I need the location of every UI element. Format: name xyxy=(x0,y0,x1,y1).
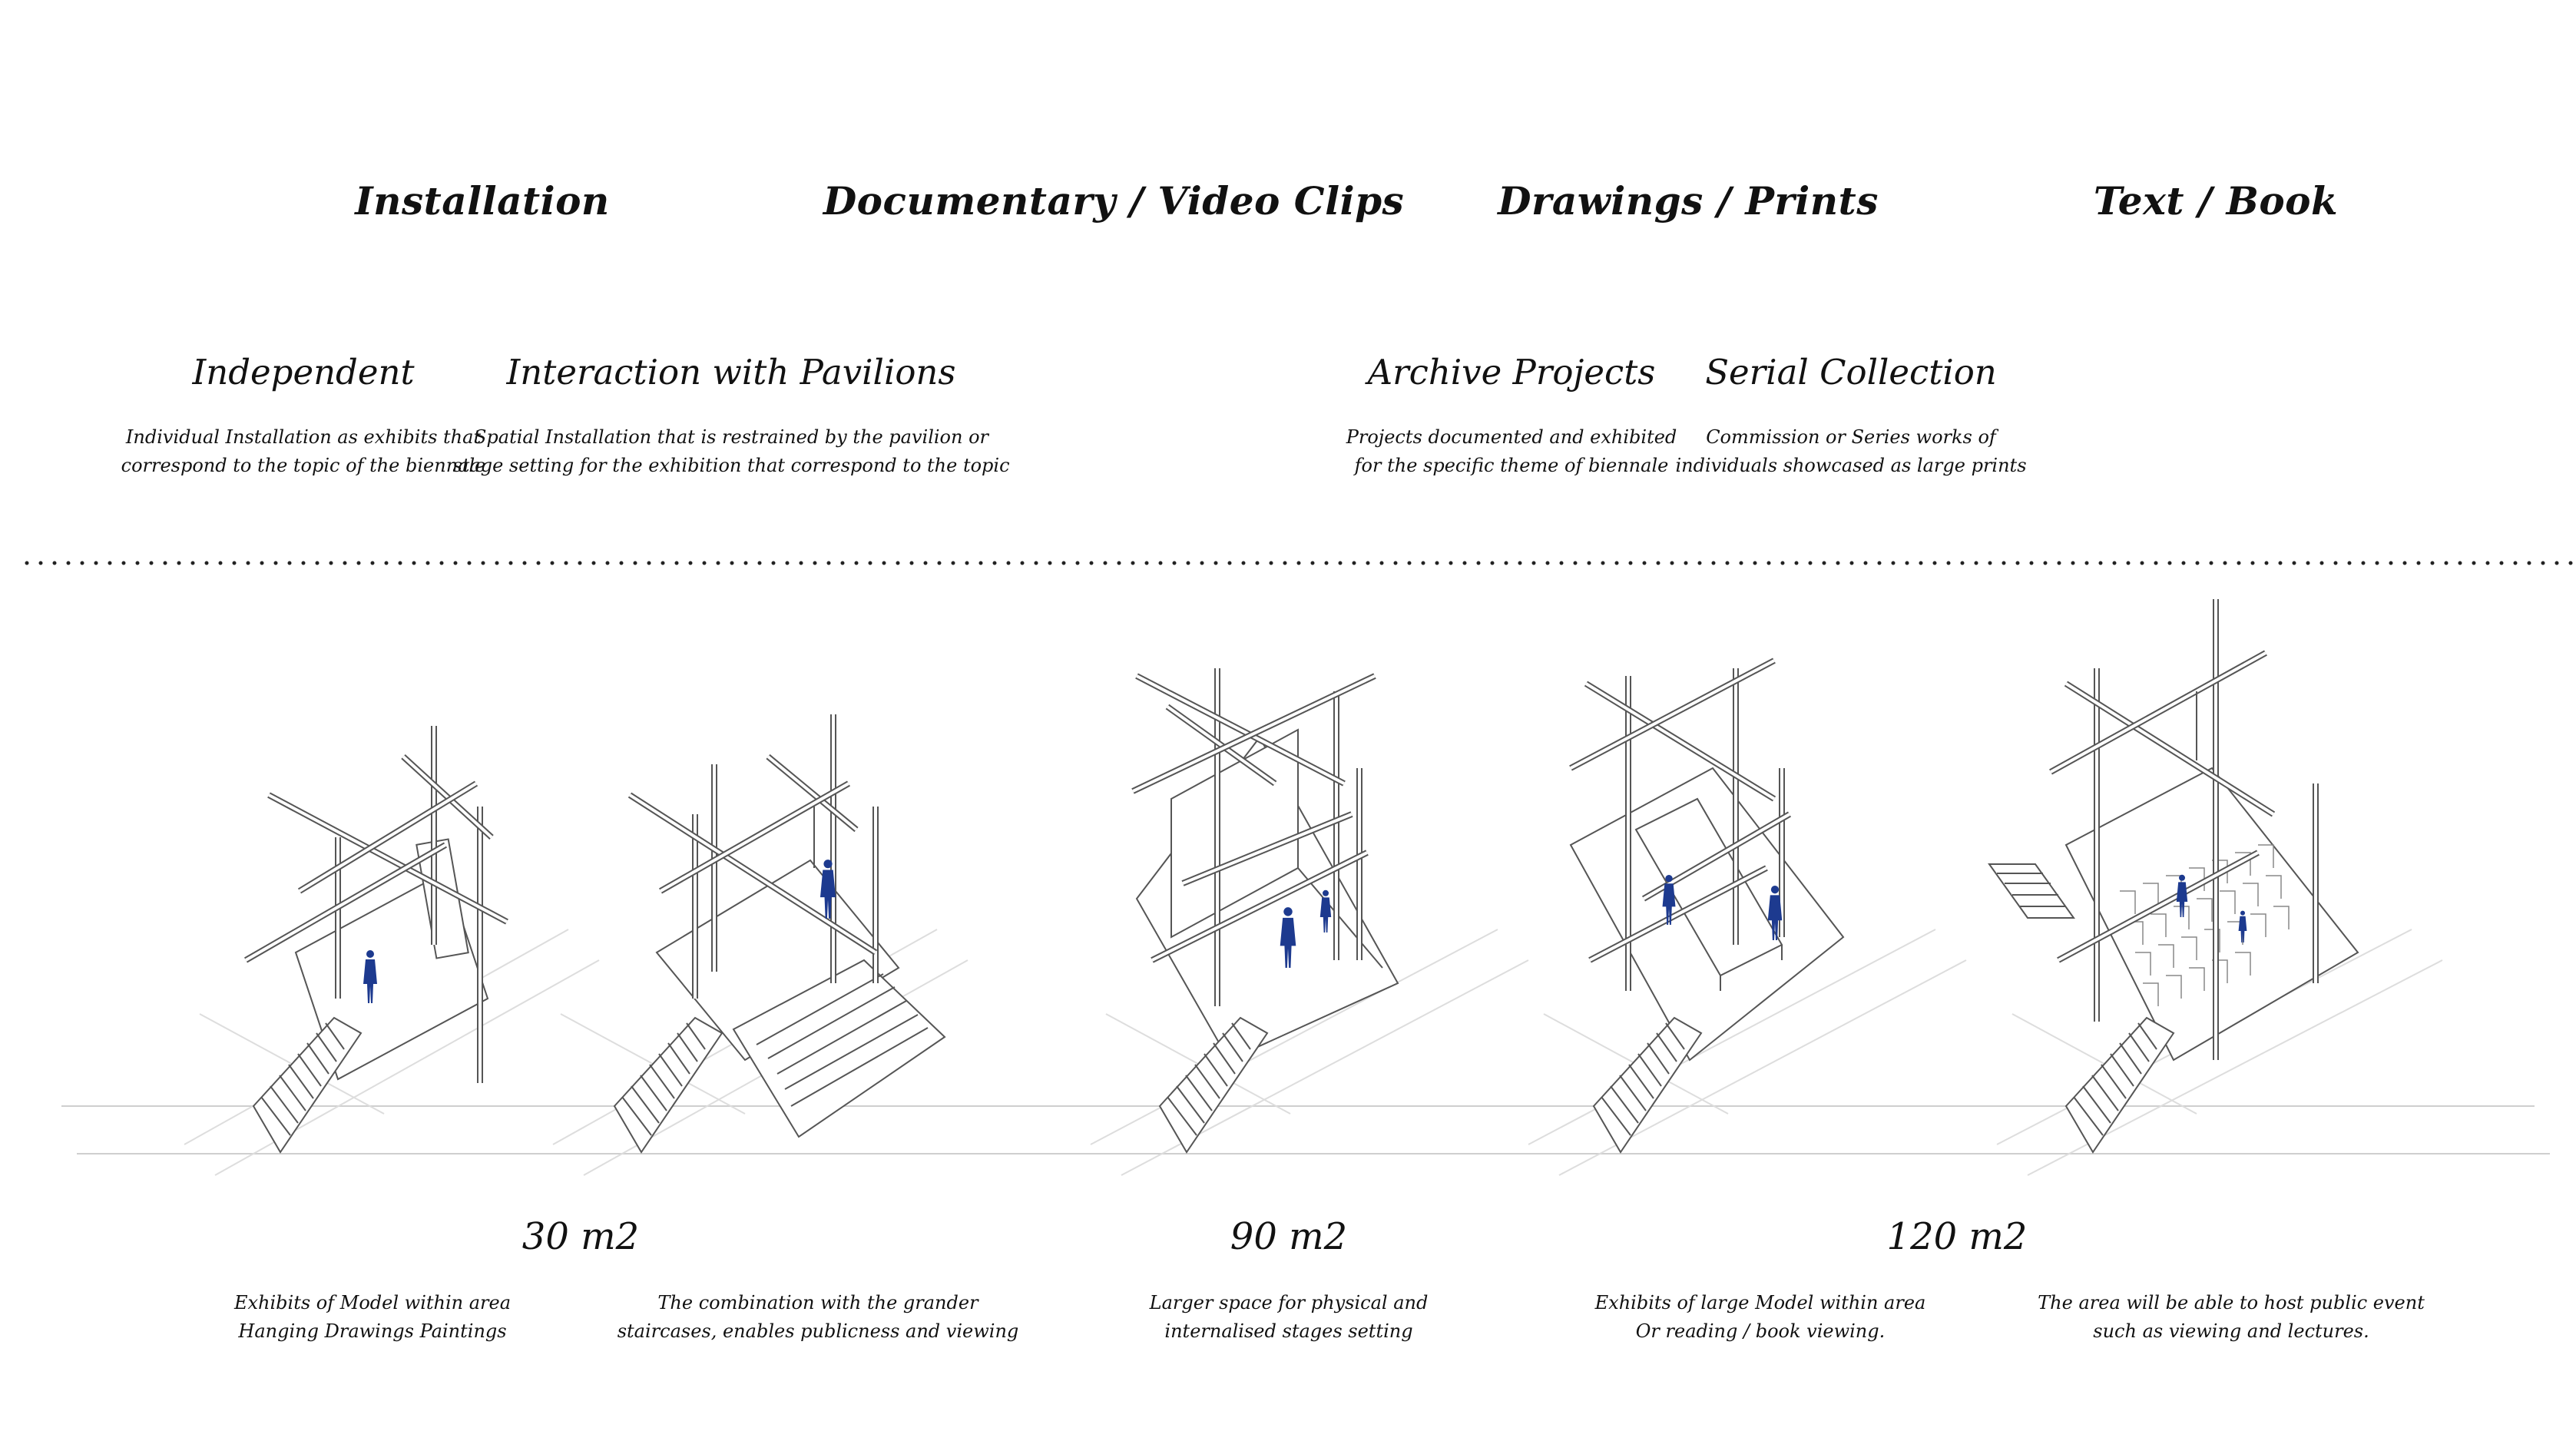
subcategory-archive: Archive Projects xyxy=(1367,352,1656,393)
pavilion-2 xyxy=(552,714,968,1176)
subcategory-independent: Independent xyxy=(192,352,415,393)
pavilion-1 xyxy=(184,726,600,1176)
category-installation: Installation xyxy=(355,178,610,224)
staircase xyxy=(1592,1016,1703,1154)
staircase xyxy=(2064,1016,2175,1154)
side-stair xyxy=(1988,863,2075,919)
pavilion-caption: Exhibits of Model within area Hanging Dra… xyxy=(233,1292,512,1342)
category-drawings: Drawings / Prints xyxy=(1498,178,1879,224)
subcategory-description: Spatial Installation that is restrained … xyxy=(452,426,1010,476)
category-text-book: Text / Book xyxy=(2093,178,2339,224)
area-label: 120 m2 xyxy=(1886,1215,2028,1258)
subcategory-description: Projects documented and exhibited for the… xyxy=(1346,426,1677,476)
pavilion-3 xyxy=(1090,668,1529,1176)
area-label: 30 m2 xyxy=(521,1215,640,1258)
category-documentary: Documentary / Video Clips xyxy=(823,178,1405,224)
pavilion-caption: Larger space for physical and internalise… xyxy=(1149,1292,1429,1342)
area-label: 90 m2 xyxy=(1230,1215,1348,1258)
ground-lines xyxy=(61,1105,2550,1154)
staircase xyxy=(252,1016,363,1154)
staircase xyxy=(1158,1016,1269,1154)
staircase xyxy=(613,1016,723,1154)
pavilion-caption: The combination with the grander staircas… xyxy=(617,1292,1019,1342)
pavilion-5 xyxy=(1988,599,2443,1176)
pavilion-caption: Exhibits of large Model within area Or re… xyxy=(1594,1292,1926,1342)
pavilion-4 xyxy=(1528,658,1967,1176)
subcategory-serial: Serial Collection xyxy=(1705,352,1997,393)
subcategory-description: Commission or Series works of individuals… xyxy=(1675,426,2027,476)
pavilion-caption: The area will be able to host public eve… xyxy=(2038,1292,2425,1342)
subcategory-description: Individual Installation as exhibits that… xyxy=(121,426,486,476)
subcategory-interaction: Interaction with Pavilions xyxy=(506,352,956,393)
